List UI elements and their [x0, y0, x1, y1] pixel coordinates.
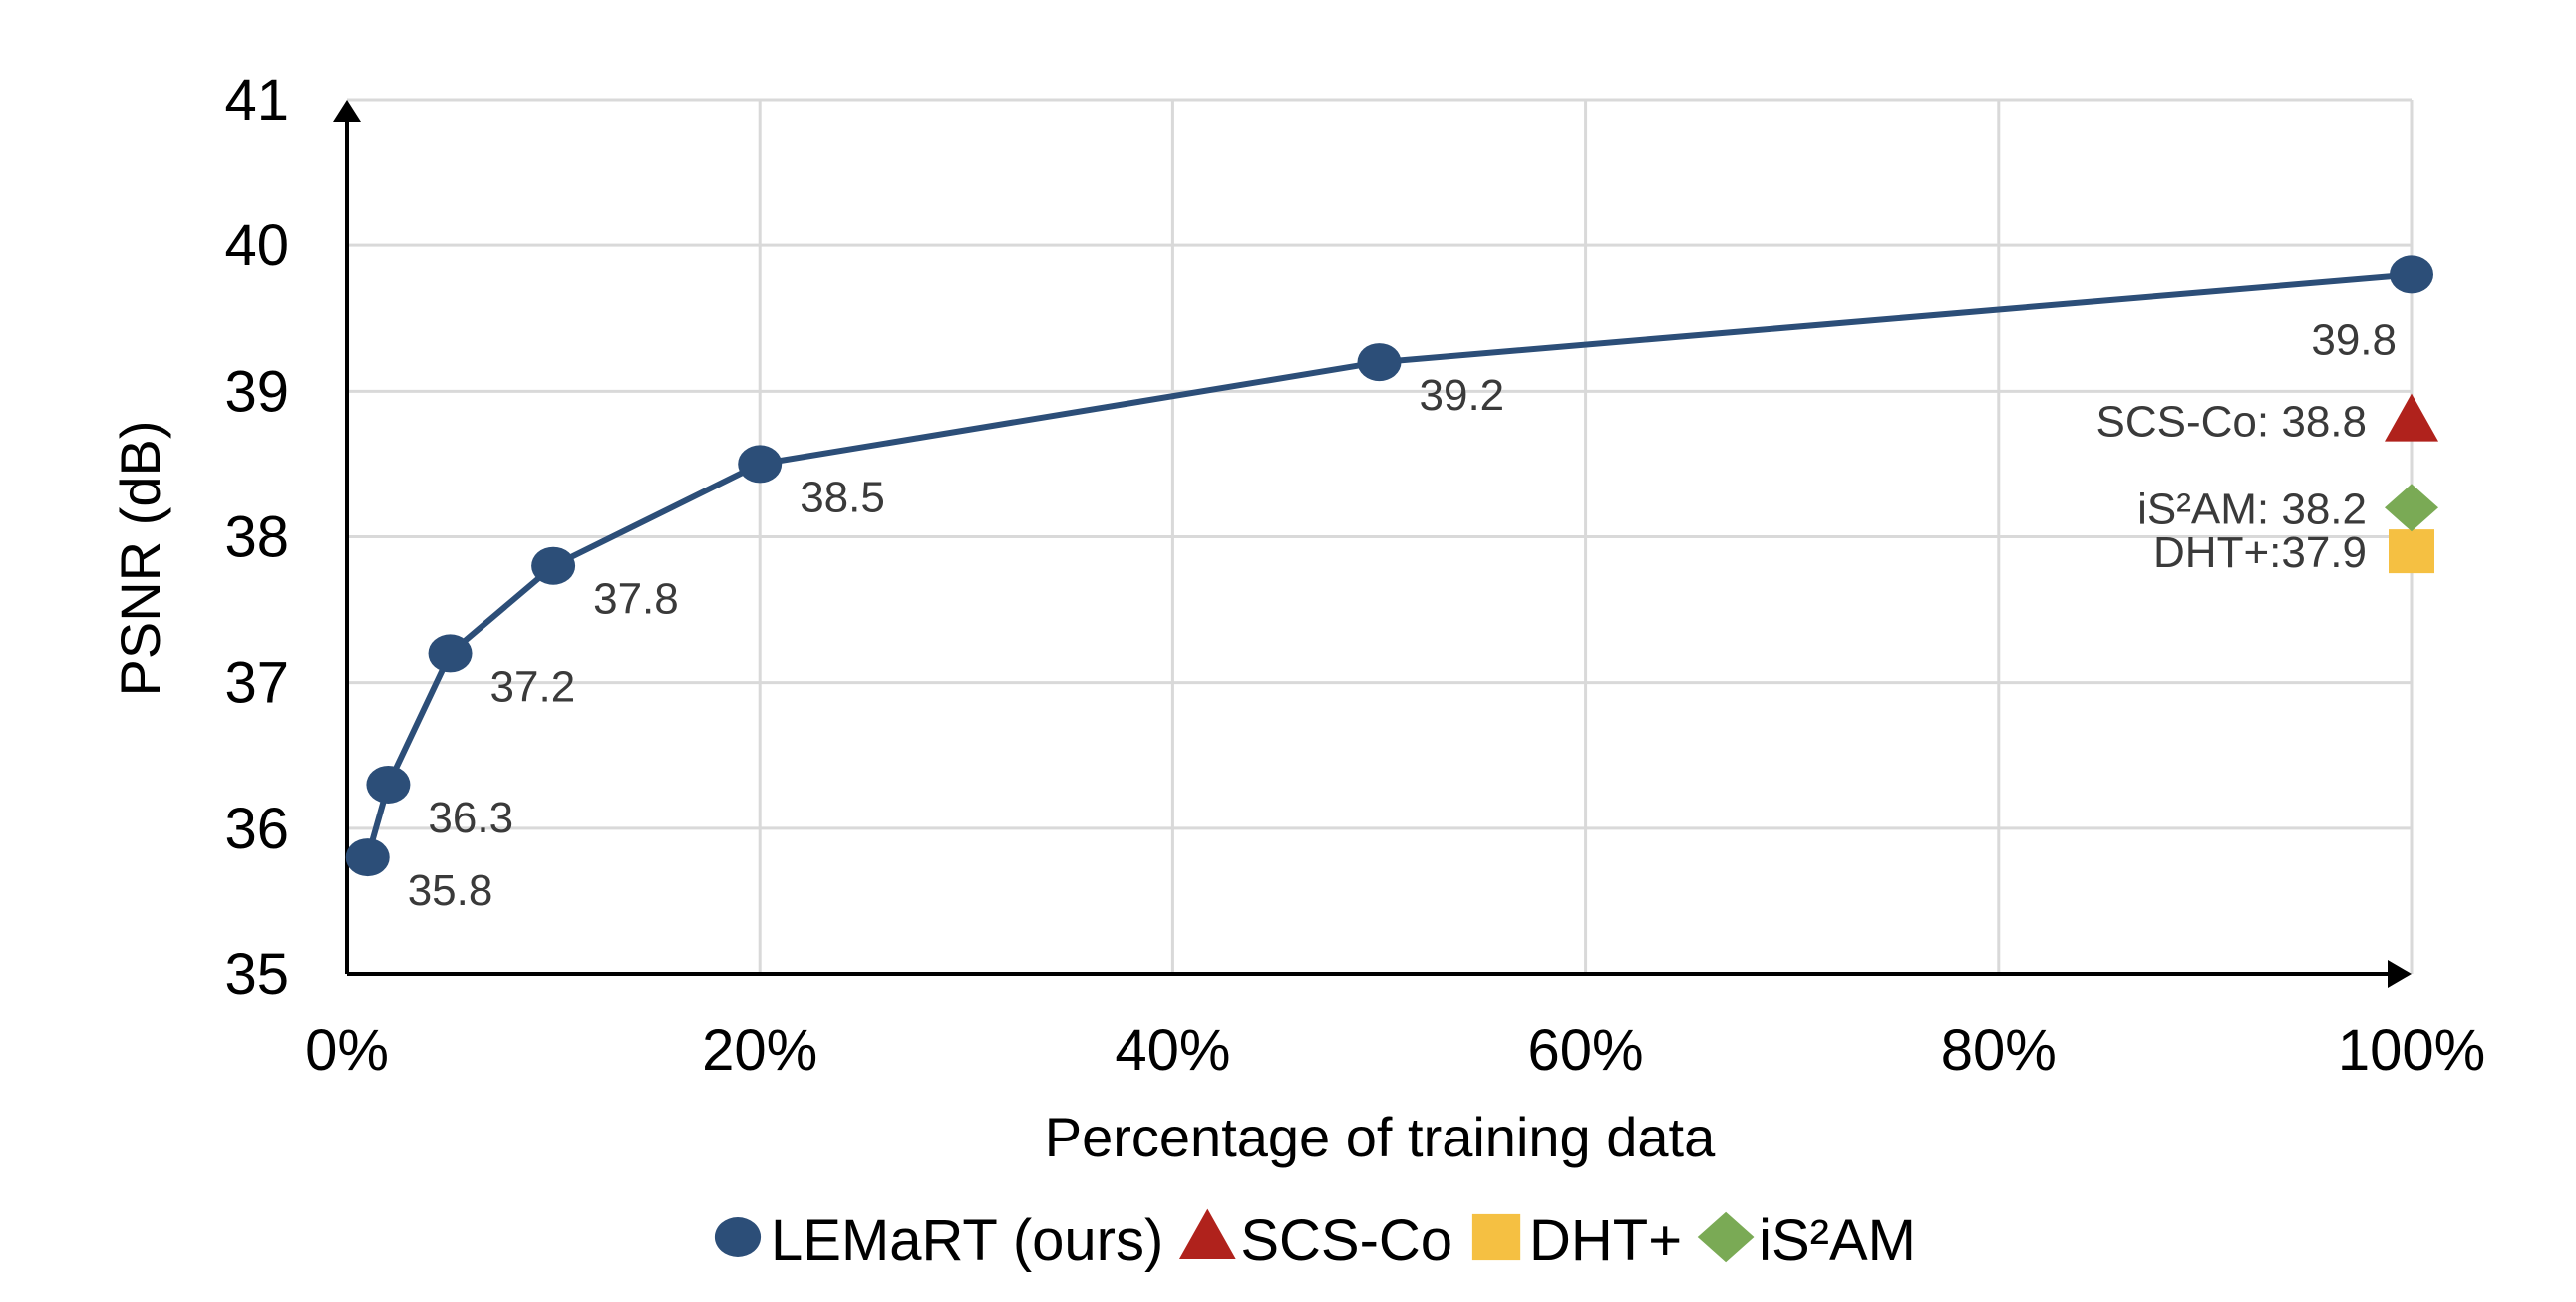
data-label: 37.8 [593, 575, 679, 624]
dht--point [2389, 529, 2434, 574]
data-label: 39.2 [1420, 371, 1505, 420]
legend-circle-icon [714, 1217, 762, 1257]
legend-label: SCS-Co [1240, 1208, 1452, 1273]
data-label: 37.2 [490, 662, 576, 711]
lemart-point [428, 634, 473, 673]
lemart-point [531, 546, 576, 585]
data-label: iS²AM: 38.2 [2137, 485, 2367, 533]
is-am-point [2385, 484, 2438, 532]
y-tick-label: 39 [224, 359, 289, 424]
y-tick-label: 37 [224, 651, 289, 716]
x-tick-label: 100% [2338, 1018, 2485, 1083]
legend-label: LEMaRT (ours) [771, 1208, 1163, 1273]
legend-label: DHT+ [1529, 1208, 1682, 1273]
y-axis-arrow-icon [333, 100, 361, 122]
legend-label: iS²AM [1759, 1208, 1916, 1273]
x-tick-label: 40% [1115, 1018, 1230, 1083]
y-tick-label: 41 [224, 68, 289, 133]
data-label: SCS-Co: 38.8 [2096, 398, 2367, 447]
data-label: DHT+:37.9 [2153, 528, 2367, 577]
y-axis-title: PSNR (dB) [109, 421, 171, 697]
y-tick-label: 40 [224, 213, 289, 278]
legend-triangle-icon [1178, 1208, 1236, 1260]
legend-diamond-icon [1697, 1211, 1755, 1263]
x-tick-label: 80% [1941, 1018, 2057, 1083]
scs-co-point [2385, 393, 2438, 442]
y-tick-label: 38 [224, 505, 289, 570]
lemart-point [366, 765, 411, 804]
x-axis-title: Percentage of training data [1045, 1106, 1716, 1168]
lemart-point [345, 838, 390, 877]
x-axis-arrow-icon [2388, 960, 2412, 988]
series-marks: 35.8 36.3 37.2 37.8 38.5 39.2 39.8 SCS-Co: 38.8… [345, 255, 2438, 915]
tick-labels: 35 36 37 38 39 40 41 0% 20% 40% 60% 80% 100% [224, 68, 2485, 1083]
x-tick-label: 20% [702, 1018, 817, 1083]
x-tick-label: 60% [1528, 1018, 1644, 1083]
data-label: 36.3 [428, 794, 513, 842]
data-label: 38.5 [800, 473, 885, 521]
y-tick-label: 35 [224, 942, 289, 1007]
y-tick-label: 36 [224, 797, 289, 861]
grid [347, 98, 2414, 974]
data-label: 39.8 [2311, 315, 2397, 364]
axes [333, 100, 2412, 988]
x-tick-label: 0% [305, 1018, 389, 1083]
lemart-point [1357, 343, 1402, 382]
legend-square-icon [1471, 1213, 1521, 1261]
lemart-point [2390, 255, 2433, 294]
legend: LEMaRT (ours) SCS-Co DHT+ iS²AM [714, 1208, 1916, 1273]
data-label: 35.8 [408, 866, 493, 915]
lemart-point [738, 445, 783, 484]
